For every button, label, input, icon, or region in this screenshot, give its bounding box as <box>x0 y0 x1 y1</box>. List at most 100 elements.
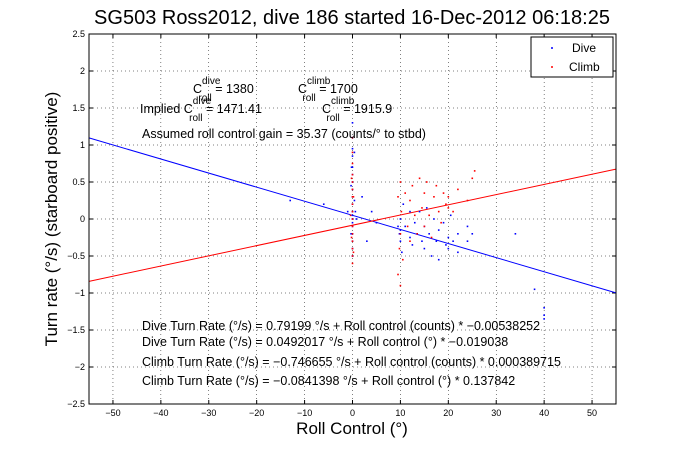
dive-point <box>402 203 405 205</box>
dive-point <box>397 225 399 228</box>
climb-point <box>409 240 411 242</box>
dive-point <box>350 233 352 235</box>
grid-lines <box>89 33 616 405</box>
dive-point <box>409 210 411 213</box>
climb-point <box>409 199 411 202</box>
climb-point <box>350 177 353 180</box>
dive-point <box>353 199 356 202</box>
x-tick-label: −30 <box>201 408 216 418</box>
climb-point <box>404 192 406 194</box>
dive-point <box>543 318 545 320</box>
dive-point <box>447 247 450 250</box>
dive-point <box>430 255 433 257</box>
dive-point <box>351 147 354 150</box>
y-tick-label: 2 <box>80 66 85 76</box>
roll-coefficients: Cdive roll = 1380 Cclimb roll = 1700 Impli… <box>140 76 426 141</box>
dive-point <box>457 251 459 254</box>
climb-point <box>399 284 402 287</box>
dive-point <box>437 258 440 261</box>
climb-point <box>351 181 354 183</box>
climb-point <box>457 188 459 191</box>
dive-point <box>355 218 358 220</box>
climb-point <box>351 233 354 235</box>
dive-point <box>466 240 469 242</box>
dive-point <box>543 314 545 316</box>
dive-point <box>449 214 452 217</box>
climb-point <box>351 210 354 213</box>
climb-point <box>351 247 354 250</box>
legend-box <box>530 36 614 78</box>
climb-point <box>397 196 399 198</box>
legend-climb-marker <box>551 66 553 68</box>
climb-point <box>411 184 414 187</box>
climb-point <box>400 210 403 213</box>
climb-point <box>397 273 399 276</box>
dive-point <box>425 207 428 209</box>
x-tick-label: −10 <box>297 408 312 418</box>
climb-point <box>351 203 354 205</box>
climb-point <box>452 210 454 213</box>
dive-point <box>370 210 373 213</box>
x-tick-label: 20 <box>443 408 453 418</box>
dive-point <box>433 218 435 220</box>
climb-point <box>352 251 355 254</box>
climb-point <box>398 247 401 250</box>
chart-title: SG503 Ross2012, dive 186 started 16-Dec-… <box>94 7 610 29</box>
climb-point <box>351 196 354 198</box>
dive-point <box>404 225 406 228</box>
climb-point <box>406 225 409 228</box>
dive-point <box>351 214 354 217</box>
y-tick-labels: −2.5 −2 −1.5 −1 −0.5 0 0.5 1 1.5 2 2.5 <box>67 29 85 409</box>
climb-point <box>351 136 354 139</box>
y-axis-label: Turn rate (°/s) (starboard positive) <box>42 92 61 347</box>
dive-point <box>447 236 450 239</box>
dive-point <box>353 151 356 154</box>
climb-point <box>399 233 402 235</box>
dive-point <box>350 166 353 168</box>
climb-point <box>351 262 354 265</box>
y-tick-label: 2.5 <box>72 29 85 39</box>
x-tick-label: 40 <box>539 408 549 418</box>
dive-degrees-equation: Dive Turn Rate (°/s) = 0.0492017 °/s + R… <box>142 335 508 349</box>
dive-point <box>514 233 517 235</box>
dive-point <box>418 210 421 213</box>
climb-point <box>466 199 469 202</box>
climb-point <box>471 177 474 180</box>
climb-point <box>351 225 354 228</box>
y-tick-label: −2 <box>75 362 85 372</box>
climb-point <box>352 196 355 198</box>
climb-point <box>351 218 354 220</box>
y-tick-label: 1.5 <box>72 103 85 113</box>
climb-point <box>351 188 354 191</box>
dive-point <box>351 221 354 224</box>
x-tick-label: −20 <box>249 408 264 418</box>
legend-dive-label: Dive <box>572 41 596 55</box>
plot-area: −50 −40 −30 −20 −10 0 10 20 30 40 50 −2.5−2−1.5−1−… <box>67 29 617 418</box>
dive-point <box>466 225 469 228</box>
x-tick-label: 50 <box>587 408 597 418</box>
c-climb-annotation: Cclimb roll = 1700 <box>298 76 358 104</box>
climb-point <box>423 225 426 228</box>
climb-point <box>435 184 438 187</box>
axes-frame <box>88 33 617 405</box>
climb-point <box>418 177 421 180</box>
dive-point <box>442 221 445 224</box>
dive-point <box>401 251 403 254</box>
legend: Dive Climb <box>530 36 614 78</box>
x-tick-label: −50 <box>105 408 120 418</box>
dive-point <box>423 247 426 250</box>
y-tick-label: 0 <box>80 214 85 224</box>
fit-equations: Dive Turn Rate (°/s) = 0.79199 °/s + Rol… <box>142 319 561 388</box>
dive-point <box>351 166 354 168</box>
dive-point <box>428 233 430 235</box>
dive-point <box>437 229 440 231</box>
dive-point <box>399 218 402 220</box>
climb-point <box>416 233 418 235</box>
dive-counts-equation: Dive Turn Rate (°/s) = 0.79199 °/s + Rol… <box>142 319 540 333</box>
dive-point <box>452 240 454 242</box>
implied-dive-annotation: Implied Cdive roll = 1471.41 <box>140 96 262 124</box>
climb-point <box>447 196 450 198</box>
dive-point <box>346 210 349 213</box>
climb-point <box>399 181 402 183</box>
dive-point <box>409 236 411 239</box>
